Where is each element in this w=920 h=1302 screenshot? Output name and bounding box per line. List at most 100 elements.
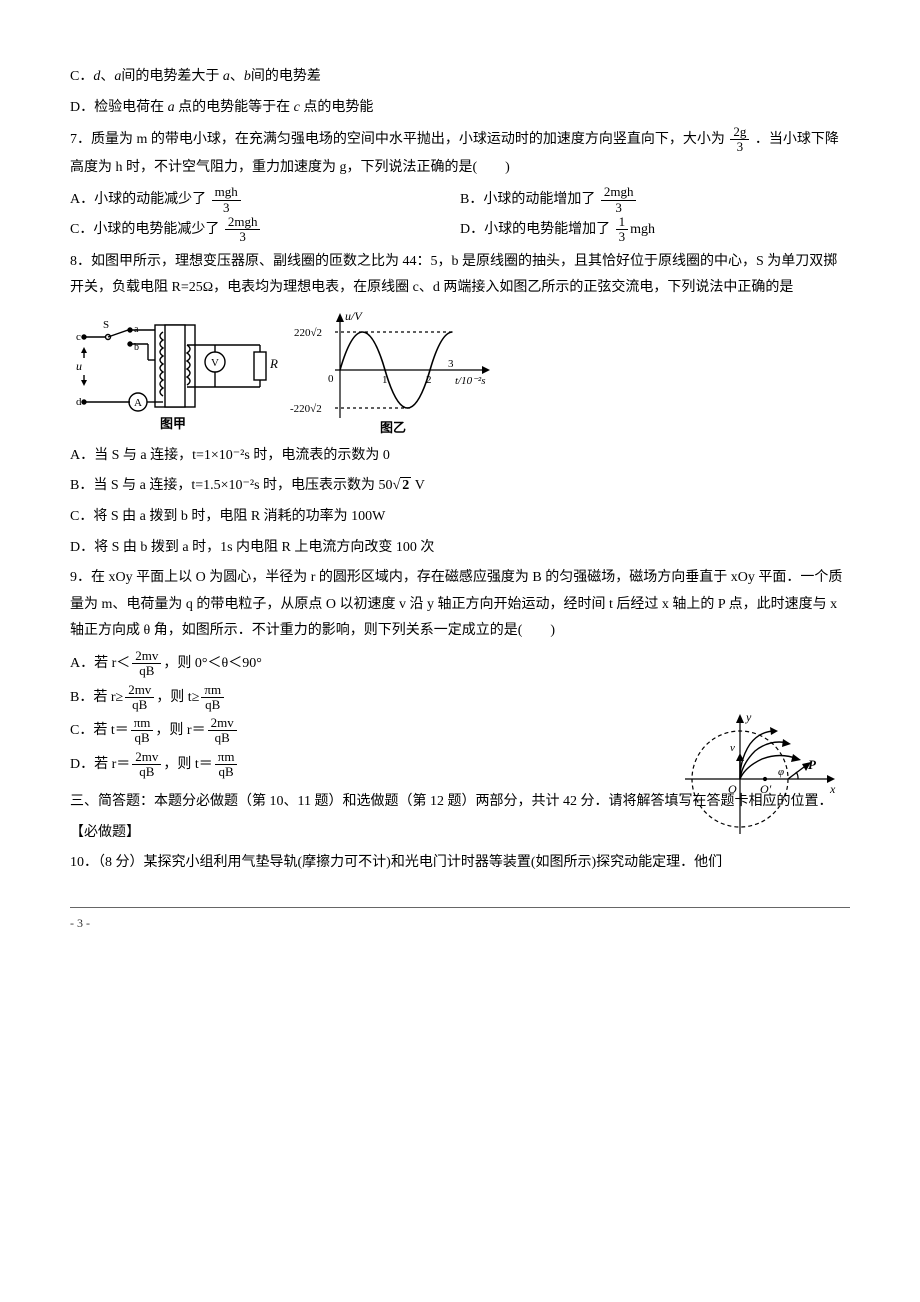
q6-option-d: D．检验电荷在 a 点的电势能等于在 c 点的电势能: [70, 95, 850, 122]
frac: 2mvqB: [132, 750, 161, 780]
n: πm: [215, 750, 238, 765]
var-a: a: [168, 100, 175, 115]
svg-text:u/V: u/V: [345, 310, 363, 323]
t: B．小球的动能增加了: [460, 192, 595, 207]
den: 3: [730, 140, 749, 154]
svg-text:3: 3: [448, 358, 454, 370]
t: C．若 t＝: [70, 723, 129, 738]
n: πm: [201, 683, 224, 698]
q7-option-a: A．小球的动能减少了 mgh3: [70, 185, 460, 215]
svg-text:R: R: [269, 356, 278, 371]
t: C．小球的电势能减少了: [70, 222, 219, 237]
d: 3: [601, 201, 637, 215]
t: ，则 0°＜θ＜90°: [163, 656, 261, 671]
svg-text:d: d: [76, 396, 82, 408]
q9-options-wrap: A．若 r＜2mvqB，则 0°＜θ＜90° B．若 r≥2mvqB，则 t≥π…: [70, 649, 850, 779]
q8-stem: 8．如图甲所示，理想变压器原、副线圈的匝数之比为 44：5，b 是原线圈的抽头，…: [70, 249, 850, 302]
d: qB: [208, 731, 237, 745]
q8-option-b: B．当 S 与 a 连接，t=1.5×10⁻²s 时，电压表示数为 50√2 V: [70, 473, 850, 500]
q8-figure-2: u/V t/10⁻²s 220√2 -220√2 0 1 2 3 图乙: [290, 310, 500, 435]
q8-figures: c d u S a b A V: [70, 310, 850, 435]
t: 、: [230, 69, 244, 84]
d: qB: [201, 698, 224, 712]
d: 3: [212, 201, 241, 215]
t: 点的电势能等于在: [175, 100, 294, 115]
q8-option-c: C．将 S 由 a 拨到 b 时，电阻 R 消耗的功率为 100W: [70, 504, 850, 531]
svg-text:A: A: [134, 397, 142, 409]
t: ，则 t≥: [156, 690, 199, 705]
d: qB: [132, 664, 161, 678]
page-footer: - 3 -: [70, 907, 850, 935]
svg-text:1: 1: [382, 374, 388, 386]
tail: mgh: [630, 222, 655, 237]
q7-stem: 7．质量为 m 的带电小球，在充满匀强电场的空间中水平抛出，小球运动时的加速度方…: [70, 125, 850, 181]
n: 2mgh: [601, 185, 637, 200]
q6-option-c: C．d、a间的电势差大于 a、b间的电势差: [70, 64, 850, 91]
q8-option-d: D．将 S 由 b 拨到 a 时，1s 内电阻 R 上电流方向改变 100 次: [70, 535, 850, 562]
t: 间的电势差大于: [121, 69, 223, 84]
frac-2g-3: 2g3: [730, 125, 749, 155]
svg-text:V: V: [211, 357, 219, 369]
n: 2mgh: [225, 215, 261, 230]
svg-text:u: u: [76, 359, 82, 373]
svg-text:y: y: [745, 710, 752, 724]
svg-text:-220√2: -220√2: [290, 403, 322, 415]
d: qB: [215, 765, 238, 779]
n: 2mv: [125, 683, 154, 698]
q8-option-a: A．当 S 与 a 连接，t=1×10⁻²s 时，电流表的示数为 0: [70, 443, 850, 470]
svg-text:2: 2: [426, 374, 432, 386]
q7-row1: A．小球的动能减少了 mgh3 B．小球的动能增加了 2mgh3: [70, 185, 850, 215]
q10-stem: 10．（8 分）某探究小组利用气垫导轨(摩擦力可不计)和光电门计时器等装置(如图…: [70, 850, 850, 877]
n: 2mv: [132, 750, 161, 765]
q7-option-b: B．小球的动能增加了 2mgh3: [460, 185, 850, 215]
svg-text:φ: φ: [778, 766, 784, 778]
q7-option-c: C．小球的电势能减少了 2mgh3: [70, 215, 460, 245]
var-b: b: [244, 69, 251, 84]
frac: 2mgh3: [225, 215, 261, 245]
q7-row2: C．小球的电势能减少了 2mgh3 D．小球的电势能增加了 13mgh: [70, 215, 850, 245]
frac: πmqB: [131, 716, 154, 746]
t: A．若 r＜: [70, 656, 130, 671]
d: qB: [132, 765, 161, 779]
label: C．: [70, 69, 93, 84]
t: V: [411, 478, 425, 493]
t: D．若 r＝: [70, 757, 130, 772]
svg-text:v: v: [730, 742, 735, 754]
d: 3: [616, 230, 629, 244]
t: 点的电势能: [300, 100, 374, 115]
d: qB: [125, 698, 154, 712]
num: 2g: [730, 125, 749, 140]
t: B．当 S 与 a 连接，t=1.5×10⁻²s 时，电压表示数为 50: [70, 478, 393, 493]
t: D．检验电荷在: [70, 100, 168, 115]
frac: 2mgh3: [601, 185, 637, 215]
t: 间的电势差: [251, 69, 321, 84]
q7-option-d: D．小球的电势能增加了 13mgh: [460, 215, 850, 245]
t: 、: [100, 69, 114, 84]
svg-text:220√2: 220√2: [294, 327, 322, 339]
t: A．小球的动能减少了: [70, 192, 206, 207]
d: qB: [131, 731, 154, 745]
t: B．若 r≥: [70, 690, 123, 705]
q9-option-a: A．若 r＜2mvqB，则 0°＜θ＜90°: [70, 649, 850, 679]
t: ，则 t＝: [163, 757, 212, 772]
t: D．小球的电势能增加了: [460, 222, 610, 237]
svg-text:O′: O′: [760, 782, 772, 796]
t: 7．质量为 m 的带电小球，在充满匀强电场的空间中水平抛出，小球运动时的加速度方…: [70, 132, 725, 147]
frac: πmqB: [215, 750, 238, 780]
svg-text:图甲: 图甲: [160, 416, 186, 431]
q8-figure-1: c d u S a b A V: [70, 310, 280, 435]
radicand: 2: [400, 477, 411, 493]
svg-text:S: S: [103, 319, 109, 331]
svg-text:0: 0: [328, 373, 334, 385]
svg-text:x: x: [829, 782, 836, 796]
n: 1: [616, 215, 629, 230]
q9-figure: y x O O′ v P φ: [680, 709, 840, 839]
svg-text:O: O: [728, 782, 737, 796]
frac: 2mvqB: [132, 649, 161, 679]
n: mgh: [212, 185, 241, 200]
q9-stem: 9．在 xOy 平面上以 O 为圆心，半径为 r 的圆形区域内，存在磁感应强度为…: [70, 565, 850, 645]
frac: 2mvqB: [125, 683, 154, 713]
d: 3: [225, 230, 261, 244]
svg-text:图乙: 图乙: [380, 420, 406, 435]
svg-text:t/10⁻²s: t/10⁻²s: [455, 375, 486, 387]
